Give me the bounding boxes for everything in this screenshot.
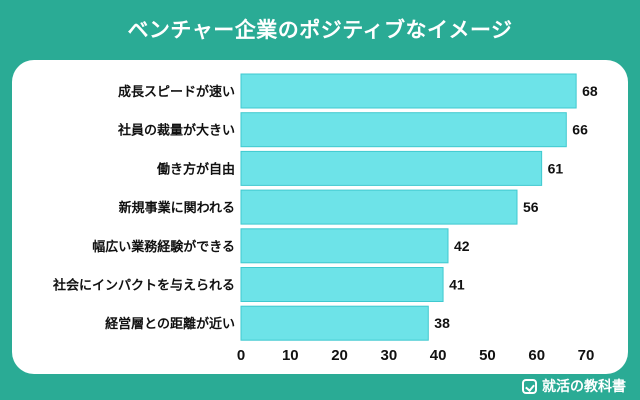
value-label: 42 [454, 238, 470, 254]
x-tick-label: 0 [237, 347, 245, 364]
x-tick-label: 70 [578, 347, 595, 364]
category-label: 社員の裁量が大きい [117, 123, 235, 139]
category-label: 新規事業に関われる [119, 200, 235, 216]
bar-chart: 成長スピードが速い社員の裁量が大きい働き方が自由新規事業に関われる幅広い業務経験… [52, 73, 598, 364]
chart-card: 成長スピードが速い 社員の裁量が大きい働き方が自由新規事業に関われる幅広い業務経験… [12, 60, 628, 374]
brand-logo: 就活の教科書 [522, 376, 626, 396]
category-label: 働き方が自由 [156, 161, 235, 177]
value-label: 41 [449, 277, 465, 293]
value-label: 61 [548, 160, 564, 176]
category-label: 社会にインパクトを与えられる [52, 278, 235, 294]
x-tick-label: 10 [282, 347, 299, 364]
chart-title: ベンチャー企業のポジティブなイメージ [127, 18, 513, 42]
value-label: 66 [572, 122, 588, 138]
value-label: 56 [523, 199, 539, 215]
bar-4 [240, 189, 518, 225]
brand-name: 就活の教科書 [542, 379, 626, 395]
category-label: 経営層との距離が近い [105, 316, 235, 332]
category-label: 成長スピードが速い [118, 84, 235, 100]
bars-layer [240, 73, 577, 341]
x-tick-label: 30 [381, 347, 398, 364]
bar-3 [240, 150, 543, 186]
bar-1 [240, 73, 577, 109]
bar-2 [240, 112, 567, 148]
bar-7 [240, 305, 429, 341]
x-tick-label: 60 [528, 347, 545, 364]
x-tick-label: 20 [331, 347, 348, 364]
value-labels: 68 66 61 56 42 41 38 [434, 83, 598, 331]
value-label: 68 [582, 83, 598, 99]
bar-5 [240, 228, 449, 264]
x-tick-label: 50 [479, 347, 496, 364]
x-tick-label: 40 [430, 347, 447, 364]
check-icon [522, 378, 537, 394]
x-axis-ticks: 0 10 20 30 40 50 60 70 [237, 347, 595, 364]
category-labels: 成長スピードが速い社員の裁量が大きい働き方が自由新規事業に関われる幅広い業務経験… [52, 84, 235, 332]
category-label: 幅広い業務経験ができる [92, 239, 235, 255]
bar-6 [240, 267, 444, 302]
value-label: 38 [434, 315, 450, 331]
